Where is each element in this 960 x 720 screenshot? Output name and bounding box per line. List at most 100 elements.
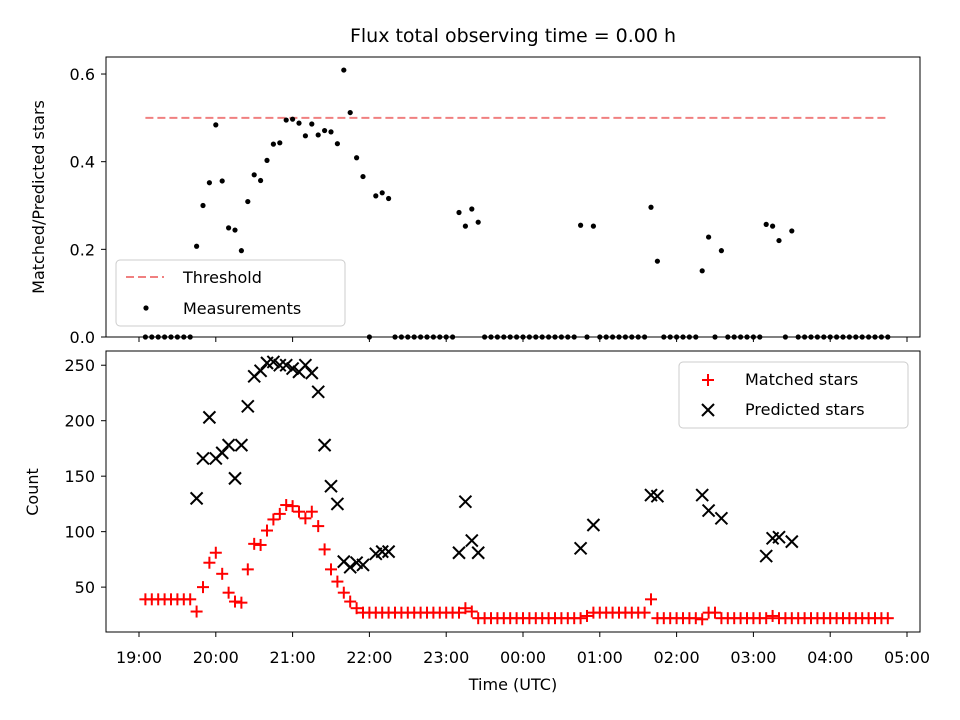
top-axes-frame (105, 56, 921, 338)
measurement-point (789, 228, 795, 234)
measurement-point (296, 120, 302, 126)
matched-star-point (241, 563, 254, 576)
bottom-x-ticks: 19:00 20:00 21:00 22:00 23:00 00:00 01:00 02:00… (116, 632, 930, 667)
matched-star-point (190, 605, 203, 618)
predicted-star-point (759, 549, 773, 563)
x-tick-label: 22:00 (346, 648, 392, 667)
top-legend-box (115, 259, 346, 327)
matched-star-point (344, 595, 357, 608)
predicted-star-point (241, 399, 255, 413)
measurement-point (763, 221, 769, 227)
predicted-star-point (573, 541, 588, 555)
predicted-star-point (695, 488, 709, 502)
x-tick-label: 00:00 (500, 648, 546, 667)
top-y-tick-label: 0.6 (70, 65, 95, 84)
matched-star-point (209, 546, 222, 559)
top-y-axis-label: Matched/Predicted stars (29, 100, 48, 294)
predicted-star-point (785, 534, 799, 549)
top-x-ticks (138, 337, 908, 342)
matched-star-point (184, 593, 197, 606)
top-legend: Threshold Measurements (115, 259, 346, 327)
bottom-y-ticks: 50 100 150 200 250 (64, 356, 106, 597)
measurement-point (706, 234, 712, 240)
top-y-tick-label: 0.0 (70, 328, 95, 347)
x-tick-label: 02:00 (654, 648, 700, 667)
predicted-star-point (458, 494, 473, 509)
matched-star-point (280, 499, 293, 512)
matched-star-point (760, 612, 773, 625)
x-tick-label: 04:00 (807, 648, 853, 667)
matched-star-point (267, 513, 280, 526)
matched-star-point (453, 606, 465, 619)
measurement-point (456, 209, 462, 216)
measurement-point (386, 195, 392, 202)
measurement-point (283, 117, 289, 123)
predicted-star-point (234, 438, 249, 452)
matched-star-point (254, 538, 267, 551)
measurement-point (776, 237, 782, 244)
predicted-star-point (650, 489, 665, 503)
predicted-star-point (381, 544, 396, 559)
predicted-star-point (714, 511, 729, 526)
matched-star-point (350, 602, 363, 615)
matched-star-point (318, 543, 331, 556)
predicted-star-point (452, 546, 466, 560)
measurement-point (309, 121, 315, 127)
predicted-star-point (305, 366, 319, 380)
measurement-point (245, 198, 251, 205)
chart-title: Flux total observing time = 0.00 h (350, 25, 676, 47)
predicted-star-point (279, 358, 293, 372)
predicted-star-point (330, 497, 345, 511)
bottom-marks (139, 355, 894, 626)
predicted-star-point (356, 558, 370, 572)
top-y-ticks: 0.0 0.2 0.4 0.6 (70, 65, 106, 347)
matched-star-point (286, 500, 299, 513)
predicted-star-point (273, 358, 287, 372)
measurement-point (232, 227, 238, 233)
measurement-point (590, 223, 597, 229)
matched-star-point (235, 596, 248, 609)
matched-star-point (222, 586, 235, 599)
matched-star-point (459, 602, 472, 615)
measurement-point (462, 223, 468, 229)
measurement-point (654, 258, 661, 264)
matched-star-point (299, 512, 312, 525)
top-panel: 0.0 0.2 0.4 0.6 Matched/Predicted stars Thr… (29, 56, 921, 347)
matched-star-point (689, 612, 702, 625)
bottom-legend: Matched stars Predicted stars (678, 361, 909, 429)
matched-star-point (293, 505, 305, 518)
matched-star-point (645, 593, 657, 606)
measurement-point (302, 133, 308, 139)
measurements-legend-label: Measurements (183, 299, 301, 318)
measurement-point (322, 127, 328, 134)
bottom-y-tick-label: 50 (75, 578, 95, 597)
predicted-star-point (311, 385, 325, 399)
matched-star-point (312, 520, 325, 533)
matched-star-point (203, 556, 216, 569)
measurement-point (379, 190, 385, 196)
matched-star-point (197, 581, 209, 594)
predicted-star-point (324, 479, 338, 493)
measurement-point (238, 248, 244, 254)
predicted-star-point (772, 530, 786, 544)
matched-star-point (261, 524, 273, 537)
measurement-point (770, 223, 776, 229)
measurement-point (290, 116, 296, 122)
matched-star-point (638, 606, 651, 619)
measurement-point (475, 219, 481, 225)
measurement-point (360, 173, 366, 180)
matched-star-point (337, 586, 350, 599)
measurement-point (341, 67, 347, 73)
matched-star-point (574, 612, 587, 625)
x-tick-label: 01:00 (577, 648, 623, 667)
top-y-tick-label: 0.2 (70, 240, 95, 259)
bottom-y-tick-label: 150 (64, 467, 95, 486)
measurement-point (699, 268, 705, 274)
x-tick-label: 03:00 (730, 648, 776, 667)
predicted-star-point (266, 355, 281, 369)
measurement-point (270, 141, 276, 147)
measurement-point (226, 225, 232, 231)
bottom-y-tick-label: 250 (64, 356, 95, 375)
measurement-point (277, 140, 283, 146)
matched-star-point (465, 605, 478, 618)
